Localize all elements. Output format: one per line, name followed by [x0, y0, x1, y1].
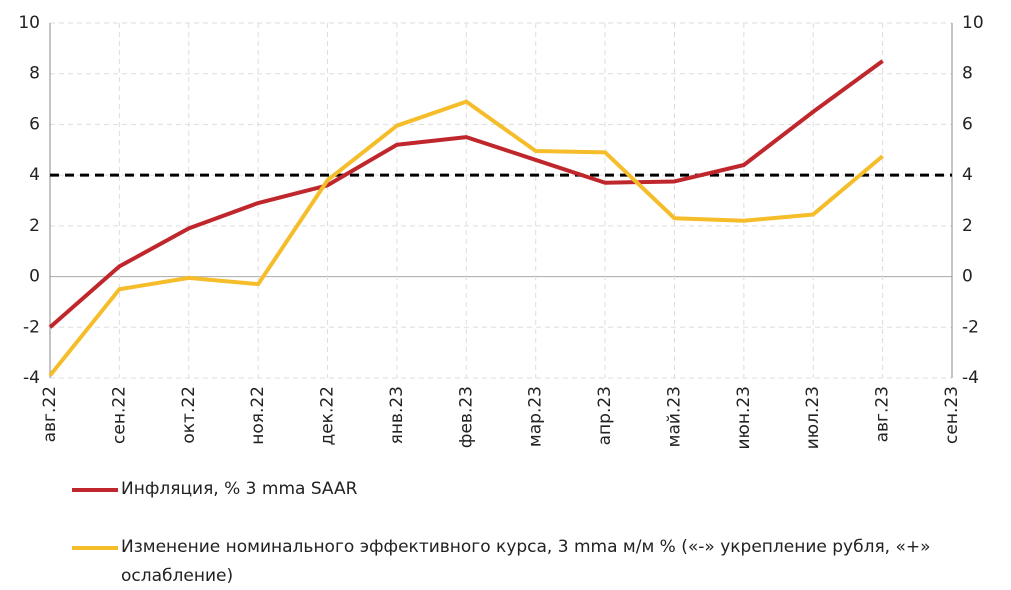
x-tick-label: фев.23 [456, 386, 476, 448]
y2-tick-label: 4 [962, 165, 973, 185]
y-tick-label: 0 [29, 267, 40, 287]
legend-label: Инфляция, % 3 mma SAAR [121, 479, 358, 499]
y2-tick-label: 10 [962, 13, 984, 33]
y-tick-label: -2 [23, 317, 40, 337]
x-tick-label: сен.23 [942, 386, 962, 444]
x-tick-label: июн.23 [734, 386, 754, 450]
y-tick-label: -4 [23, 368, 40, 388]
series-line [48, 59, 884, 329]
x-tick-label: авг.23 [873, 386, 893, 442]
y2-tick-label: 0 [962, 267, 973, 287]
x-tick-label: дек.22 [318, 386, 338, 446]
y-tick-label: 10 [18, 13, 40, 33]
x-tick-label: мар.23 [526, 386, 546, 447]
y2-tick-label: 8 [962, 64, 973, 84]
series-line [48, 99, 884, 377]
y-tick-label: 8 [29, 64, 40, 84]
y2-tick-label: -4 [962, 368, 979, 388]
x-tick-label: апр.23 [595, 386, 615, 445]
x-tick-label: сен.22 [109, 386, 129, 444]
x-tick-label: янв.23 [387, 386, 407, 444]
y2-tick-label: 2 [962, 216, 973, 236]
legend-label: Изменение номинального эффективного курс… [121, 537, 931, 586]
x-tick-label: авг.22 [40, 386, 60, 442]
y-tick-label: 4 [29, 165, 40, 185]
x-tick-label: май.23 [664, 386, 684, 447]
x-tick-label: июл.23 [803, 386, 823, 449]
y2-tick-label: -2 [962, 317, 979, 337]
x-tick-label: ноя.22 [248, 386, 268, 445]
y-tick-label: 6 [29, 114, 40, 134]
x-tick-label: окт.22 [179, 386, 199, 444]
y2-tick-label: 6 [962, 114, 973, 134]
y-tick-label: 2 [29, 216, 40, 236]
